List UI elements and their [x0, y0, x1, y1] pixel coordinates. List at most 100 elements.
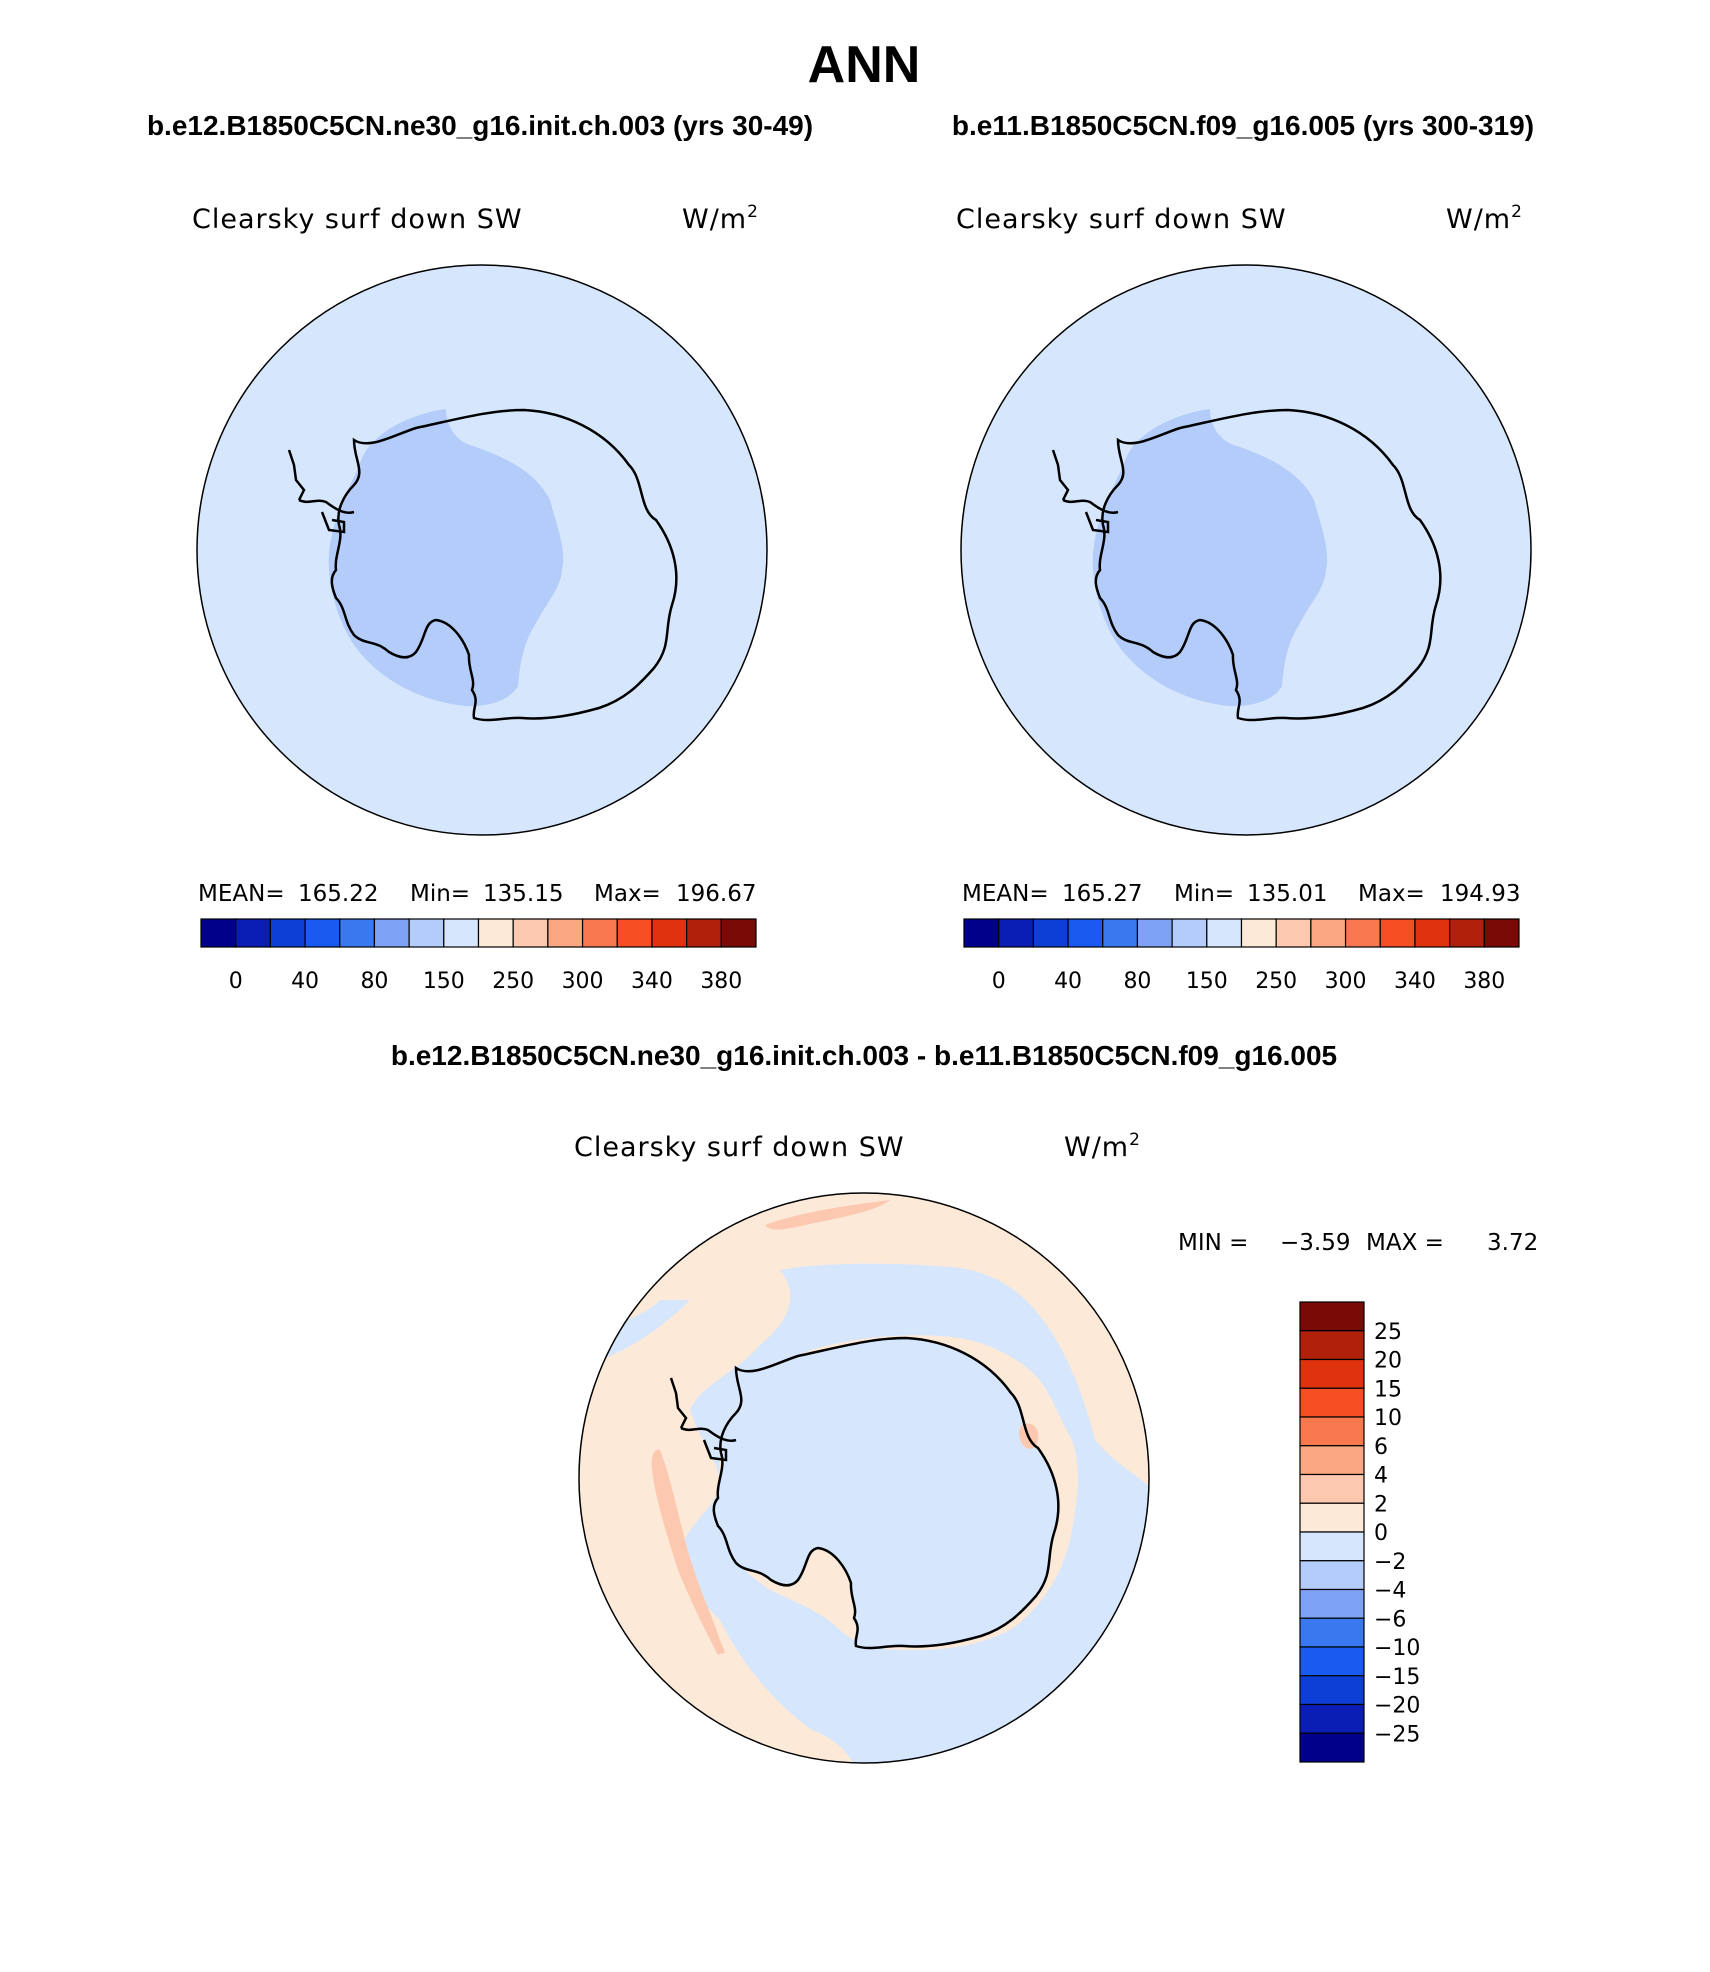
- panel-b-min-value: 135.01: [1247, 881, 1327, 907]
- panel-c-colorbar-tick-label: −10: [1374, 1636, 1420, 1661]
- panel-b-stats: MEAN= 165.27 Min= 135.01 Max= 194.93: [962, 881, 1520, 907]
- panel-c-max-label: MAX =: [1366, 1230, 1444, 1256]
- panel-c-positive-streak-west: [651, 1449, 725, 1655]
- panel-c-case-title: b.e12.B1850C5CN.ne30_g16.init.ch.003 - b…: [391, 1040, 1337, 1071]
- panel-a-units: W/m2: [682, 202, 759, 235]
- panel-a-map-border: [196, 264, 768, 836]
- panel-b-case-title: b.e11.B1850C5CN.f09_g16.005 (yrs 300-319…: [952, 110, 1534, 141]
- panel-b-colorbar-box: [1414, 918, 1451, 948]
- panel-b-colorbar-box: [1136, 918, 1173, 948]
- panel-a-colorbar-tick-label: 380: [700, 969, 742, 994]
- panel-c-max-value: 3.72: [1487, 1230, 1538, 1256]
- panel-c-map: [578, 1192, 1150, 1764]
- panel-a-colorbar: 0 40 80 150 250 300 340 380: [200, 918, 757, 994]
- panel-c-units-exponent: 2: [1129, 1130, 1141, 1150]
- panel-a-colorbar-box: [269, 918, 306, 948]
- panel-c-colorbar-box: [1299, 1301, 1365, 1332]
- panel-c-colorbar-box: [1299, 1445, 1365, 1476]
- panel-a-mean-value: 165.22: [298, 881, 378, 907]
- panel-b-colorbar-box: [1102, 918, 1139, 948]
- panel-a-colorbar-tick-label: 80: [360, 969, 388, 994]
- panel-b-colorbar-box: [1344, 918, 1381, 948]
- panel-a-units-base: W/m: [682, 204, 747, 235]
- panel-b-low-region: [1092, 409, 1328, 707]
- panel-b-colorbar-box: [1275, 918, 1312, 948]
- panel-a-colorbar-box: [200, 918, 237, 948]
- panel-c-colorbar-tick-label: 6: [1374, 1435, 1388, 1460]
- panel-b-colorbar-tick-label: 380: [1463, 969, 1505, 994]
- panel-c-colorbar-box: [1299, 1675, 1365, 1706]
- panel-c-colorbar-tick-label: 10: [1374, 1406, 1402, 1431]
- panel-a-colorbar-tick-label: 300: [562, 969, 604, 994]
- panel-b-colorbar-tick-label: 80: [1123, 969, 1151, 994]
- panel-b-units-exponent: 2: [1511, 202, 1523, 222]
- panel-a-stats: MEAN= 165.22 Min= 135.15 Max= 196.67: [198, 881, 756, 907]
- panel-a-colorbar-box: [581, 918, 618, 948]
- panel-c-colorbar-tick-label: 15: [1374, 1377, 1402, 1402]
- panel-b-colorbar-tick-label: 0: [992, 969, 1006, 994]
- panel-b-colorbar-box: [1240, 918, 1277, 948]
- panel-c-colorbar-box: [1299, 1732, 1365, 1763]
- panel-a-max-value: 196.67: [676, 881, 756, 907]
- panel-c-colorbar-tick-label: −20: [1374, 1694, 1420, 1719]
- panel-b-mean-label: MEAN=: [962, 881, 1049, 907]
- panel-b-map-border: [960, 264, 1532, 836]
- panel-a-colorbar-box: [616, 918, 653, 948]
- panel-c-colorbar-tick-label: −25: [1374, 1722, 1420, 1747]
- panel-b-map: [960, 264, 1532, 836]
- panel-a-colorbar-tick-label: 40: [291, 969, 319, 994]
- panel-a-colorbar-box: [339, 918, 376, 948]
- panel-c-stats: MIN = −3.59 MAX = 3.72: [1178, 1230, 1538, 1256]
- panel-b-colorbar-box: [963, 918, 1000, 948]
- panel-a-colorbar-box: [512, 918, 549, 948]
- panel-b-colorbar-box: [1449, 918, 1485, 948]
- panel-c-map-border: [578, 1192, 1150, 1764]
- panel-a-units-exponent: 2: [747, 202, 759, 222]
- panel-b-colorbar-tick-label: 40: [1054, 969, 1082, 994]
- panel-b-max-value: 194.93: [1440, 881, 1520, 907]
- panel-c-colorbar-box: [1299, 1358, 1365, 1389]
- panel-c-colorbar-box: [1299, 1531, 1365, 1562]
- panel-c-colorbar-tick-label: 0: [1374, 1521, 1388, 1546]
- panel-c-units: W/m2: [1064, 1130, 1141, 1163]
- panel-c-colorbar-box: [1299, 1502, 1365, 1533]
- panel-a-min-label: Min=: [410, 881, 470, 907]
- panel-a-colorbar-box: [408, 918, 445, 948]
- panel-b-mean-value: 165.27: [1062, 881, 1142, 907]
- figure-title: ANN: [808, 36, 921, 94]
- panel-b-colorbar-box: [1067, 918, 1104, 948]
- panel-c-colorbar-box: [1299, 1416, 1365, 1447]
- panel-b-colorbar-box: [1379, 918, 1416, 948]
- panel-a-colorbar-box: [235, 918, 271, 948]
- panel-a-case-title: b.e12.B1850C5CN.ne30_g16.init.ch.003 (yr…: [147, 110, 813, 141]
- panel-b-colorbar-tick-label: 340: [1394, 969, 1436, 994]
- panel-b-units-base: W/m: [1446, 204, 1511, 235]
- panel-c-colorbar-box: [1299, 1473, 1365, 1504]
- panel-c-colorbar-box: [1299, 1588, 1365, 1619]
- panel-b-colorbar: 0 40 80 150 250 300 340 380: [963, 918, 1520, 994]
- panel-b-colorbar-tick-label: 250: [1255, 969, 1297, 994]
- panel-a-colorbar-box: [686, 918, 722, 948]
- panel-c-colorbar-tick-label: 25: [1374, 1320, 1402, 1345]
- panel-c-variable-label: Clearsky surf down SW: [574, 1132, 905, 1163]
- panel-c-colorbar-tick-label: −6: [1374, 1607, 1406, 1632]
- panel-b-colorbar-tick-label: 150: [1186, 969, 1228, 994]
- panel-c-min-label: MIN =: [1178, 1230, 1248, 1256]
- panel-c-positive-streak-north: [765, 1200, 890, 1230]
- panel-b-min-label: Min=: [1174, 881, 1234, 907]
- panel-a-colorbar-box: [651, 918, 688, 948]
- panel-c-colorbar-tick-label: 4: [1374, 1464, 1388, 1489]
- panel-c-colorbar-tick-label: 2: [1374, 1492, 1388, 1517]
- panel-a-colorbar-box: [720, 918, 757, 948]
- panel-c-units-base: W/m: [1064, 1132, 1129, 1163]
- panel-c-colorbar-tick-label: −2: [1374, 1550, 1406, 1575]
- panel-c-colorbar-box: [1299, 1646, 1365, 1677]
- panel-b-colorbar-box: [1310, 918, 1347, 948]
- panel-c-colorbar-box: [1299, 1330, 1365, 1361]
- panel-a-max-label: Max=: [594, 881, 661, 907]
- panel-a-colorbar-box: [477, 918, 514, 948]
- panel-a-colorbar-box: [547, 918, 584, 948]
- panel-a-colorbar-tick-label: 0: [229, 969, 243, 994]
